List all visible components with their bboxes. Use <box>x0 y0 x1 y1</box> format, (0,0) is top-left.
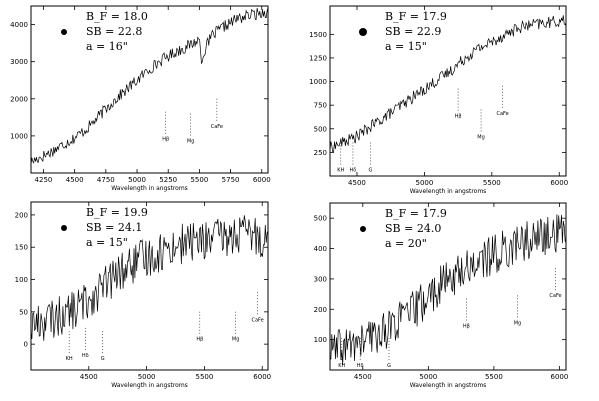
y-tick-label: 300 <box>314 275 327 283</box>
x-tick-label: 4250 <box>35 176 53 184</box>
x-tick-label: 5250 <box>159 176 177 184</box>
line-label: CaFe <box>496 111 508 117</box>
x-tick-label: 6000 <box>253 373 271 381</box>
line-label: KH <box>338 363 345 369</box>
x-axis-label: Wavelength in angstroms <box>111 382 188 389</box>
spectrum-panel-4: 4500 5000 5500 6000 100 200 300 400 500 Wavelengt… <box>314 202 569 389</box>
y-tick-label: 2000 <box>10 95 28 103</box>
y-tick-label: 150 <box>15 244 28 252</box>
galaxy-blob <box>61 225 67 231</box>
line-label: Hδ <box>357 363 364 369</box>
spectrum-line <box>30 7 269 165</box>
line-label: Mg <box>477 134 485 140</box>
y-tick-label: 100 <box>314 336 327 344</box>
x-tick-label: 5500 <box>190 176 208 184</box>
line-label: Mg <box>187 139 195 145</box>
x-tick-label: 5000 <box>128 176 146 184</box>
info-line-2: SB = 24.1 <box>86 221 142 234</box>
info-line-3: a = 15" <box>385 40 427 53</box>
plot-frame <box>329 202 567 371</box>
y-tick-label: 1000 <box>10 132 28 140</box>
galaxy-blob <box>360 226 366 232</box>
y-tick-label: 250 <box>314 149 327 157</box>
spectrum-line <box>30 215 269 341</box>
line-label: Mg <box>514 320 522 326</box>
info-line-1: B_F = 17.9 <box>385 207 447 220</box>
x-tick-label: 5000 <box>419 373 437 381</box>
line-label: Hβ <box>455 114 462 120</box>
y-tick-label: 400 <box>314 245 327 253</box>
line-label: G <box>387 363 391 369</box>
line-label: CaFe <box>251 317 263 323</box>
y-tick-label: 1000 <box>309 78 327 86</box>
x-tick-label: 5500 <box>196 373 214 381</box>
line-label: KH <box>337 167 344 173</box>
y-tick-label: 750 <box>314 102 327 110</box>
info-line-1: B_F = 17.9 <box>385 10 447 23</box>
y-tick-label: 500 <box>314 125 327 133</box>
info-line-3: a = 20" <box>385 237 427 250</box>
info-line-1: B_F = 18.0 <box>86 10 148 23</box>
x-tick-label: 5000 <box>415 179 433 187</box>
plot-frame <box>30 5 269 174</box>
y-tick-label: 100 <box>15 276 28 284</box>
line-label: Hβ <box>463 323 470 329</box>
line-label: KH <box>66 356 73 362</box>
spectrum-line <box>329 15 567 153</box>
x-tick-label: 4750 <box>97 176 115 184</box>
y-tick-label: 50 <box>19 308 28 316</box>
x-axis-label: Wavelength in angstroms <box>410 188 487 195</box>
galaxy-blob <box>359 28 367 36</box>
spectrum-panel-2: 4500 5000 5500 6000 250 500 750 1000 1250 1500 Wav… <box>309 5 568 195</box>
line-label: Hδ <box>350 167 357 173</box>
info-line-2: SB = 24.0 <box>385 222 441 235</box>
info-line-2: SB = 22.9 <box>385 25 441 38</box>
spectrum-panel-3: 4500 5000 5500 6000 0 50 100 150 200 Wavelength i… <box>15 201 271 389</box>
line-label: CaFe <box>211 124 223 130</box>
info-line-2: SB = 22.8 <box>86 25 142 38</box>
x-tick-label: 4500 <box>80 373 98 381</box>
x-tick-label: 5500 <box>483 179 501 187</box>
line-label: G <box>369 167 373 173</box>
galaxy-blob <box>61 29 67 35</box>
y-tick-label: 0 <box>24 341 28 349</box>
x-tick-label: 5000 <box>138 373 156 381</box>
spectrum-line <box>329 214 567 366</box>
plot-frame <box>30 201 269 371</box>
x-axis-label: Wavelength in angstroms <box>111 185 188 192</box>
x-tick-label: 6000 <box>550 179 568 187</box>
line-label: Mg <box>232 337 240 343</box>
y-tick-label: 500 <box>314 215 327 223</box>
line-label: Hδ <box>82 353 89 359</box>
x-tick-label: 4500 <box>66 176 84 184</box>
x-axis-label: Wavelength in angstroms <box>410 382 487 389</box>
x-tick-label: 4500 <box>348 179 366 187</box>
info-line-3: a = 15" <box>86 236 128 249</box>
x-tick-label: 4500 <box>354 373 372 381</box>
plot-frame <box>329 5 567 177</box>
x-tick-label: 6000 <box>551 373 569 381</box>
y-tick-label: 3000 <box>10 58 28 66</box>
y-tick-label: 1250 <box>309 54 327 62</box>
line-label: G <box>101 356 105 362</box>
line-label: Hβ <box>196 337 203 343</box>
y-tick-label: 1500 <box>309 31 327 39</box>
y-tick-label: 200 <box>314 306 327 314</box>
info-line-3: a = 16" <box>86 40 128 53</box>
x-tick-label: 6000 <box>253 176 271 184</box>
x-tick-label: 5500 <box>485 373 503 381</box>
x-tick-label: 5750 <box>222 176 240 184</box>
line-label: CaFe <box>549 293 561 299</box>
spectrum-panel-1: 4250 4500 4750 5000 5250 5500 5750 6000 1000 2000… <box>10 5 271 192</box>
y-tick-label: 4000 <box>10 21 28 29</box>
line-label: Hβ <box>162 137 169 143</box>
info-line-1: B_F = 19.9 <box>86 206 148 219</box>
y-tick-label: 200 <box>15 211 28 219</box>
